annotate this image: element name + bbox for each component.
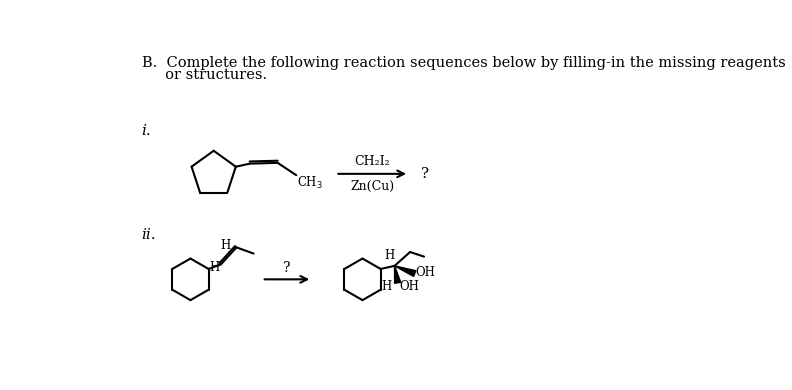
- Text: H: H: [382, 280, 392, 293]
- Text: ?: ?: [421, 167, 428, 181]
- Text: H: H: [220, 239, 230, 252]
- Text: ?: ?: [284, 261, 291, 275]
- Polygon shape: [394, 266, 401, 284]
- Text: OH: OH: [416, 266, 436, 278]
- Text: H: H: [385, 248, 395, 262]
- Text: H: H: [210, 261, 220, 274]
- Text: CH₂I₂: CH₂I₂: [354, 155, 390, 168]
- Text: Zn(Cu): Zn(Cu): [350, 180, 394, 193]
- Text: B.  Complete the following reaction sequences below by filling-in the missing re: B. Complete the following reaction seque…: [142, 56, 786, 70]
- Polygon shape: [394, 266, 416, 277]
- Text: i.: i.: [142, 124, 151, 138]
- Text: or structures.: or structures.: [142, 68, 267, 82]
- Text: ii.: ii.: [142, 228, 156, 242]
- Text: OH: OH: [399, 280, 419, 293]
- Text: CH$_3$: CH$_3$: [297, 174, 323, 190]
